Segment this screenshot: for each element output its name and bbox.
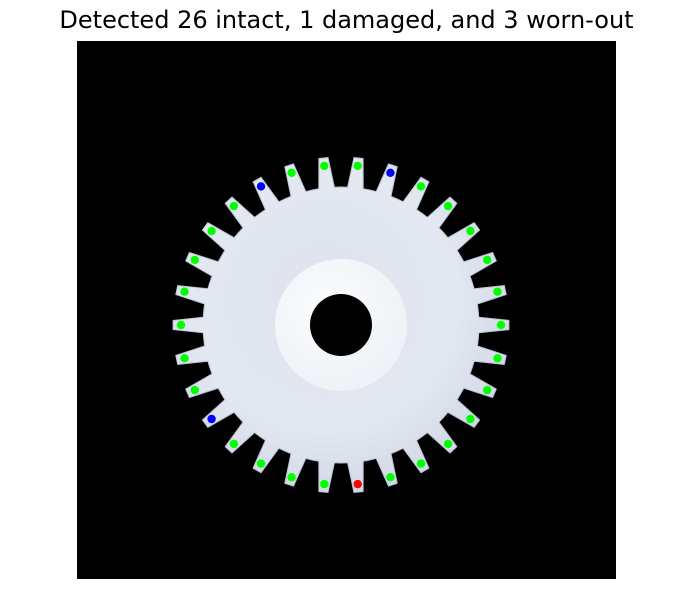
tooth-marker-intact <box>483 255 492 265</box>
tooth-marker-intact <box>386 473 395 482</box>
tooth-marker-intact <box>353 161 362 171</box>
tooth-marker-intact <box>180 287 189 296</box>
gear-bore-hole <box>310 294 372 356</box>
figure-title: Detected 26 intact, 1 damaged, and 3 wor… <box>59 6 634 34</box>
tooth-marker-worn-out <box>256 182 266 191</box>
tooth-marker-intact <box>320 479 329 489</box>
tooth-marker-worn-out <box>386 168 395 177</box>
tooth-marker-intact <box>190 255 199 265</box>
tooth-marker-intact <box>466 226 475 236</box>
tooth-marker-damaged <box>353 479 362 489</box>
gear-image-panel <box>77 41 616 579</box>
tooth-marker-intact <box>493 287 502 296</box>
tooth-marker-intact <box>287 168 296 177</box>
tooth-marker-intact <box>256 459 266 468</box>
tooth-marker-intact <box>416 459 426 468</box>
tooth-marker-intact <box>443 201 453 211</box>
tooth-marker-intact <box>493 354 502 363</box>
tooth-marker-intact <box>229 201 239 211</box>
tooth-marker-intact <box>207 226 216 236</box>
tooth-marker-intact <box>443 439 453 449</box>
tooth-marker-intact <box>416 182 426 191</box>
tooth-marker-intact <box>176 320 186 330</box>
tooth-markers <box>176 161 506 489</box>
tooth-marker-intact <box>180 354 189 363</box>
gear-image <box>172 156 510 494</box>
tooth-marker-intact <box>466 414 475 424</box>
tooth-marker-intact <box>229 439 239 449</box>
tooth-marker-intact <box>320 161 329 171</box>
tooth-marker-intact <box>287 473 296 482</box>
tooth-marker-intact <box>483 385 492 395</box>
tooth-marker-intact <box>496 320 506 330</box>
tooth-marker-intact <box>190 385 199 395</box>
tooth-marker-worn-out <box>207 414 216 424</box>
